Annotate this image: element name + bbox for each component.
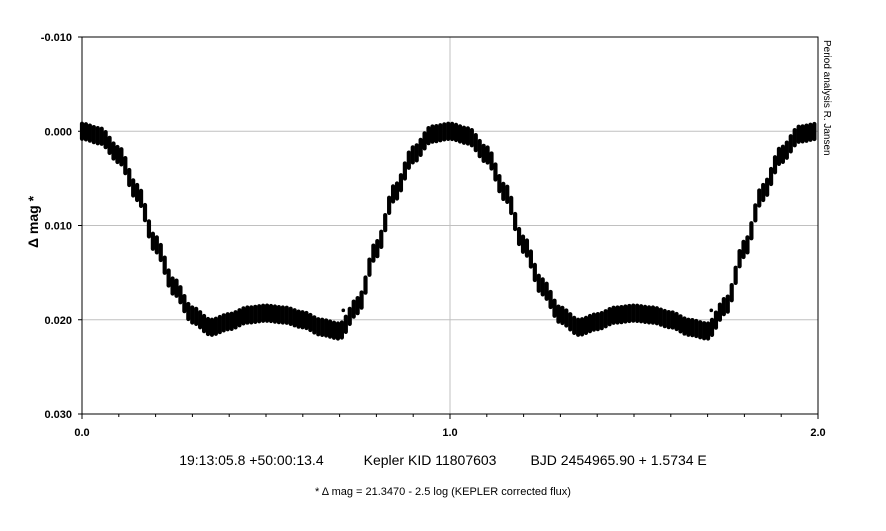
y-tick-label: 0.000: [44, 126, 72, 138]
target-name-label: Kepler KID 11807603: [363, 452, 497, 468]
side-credit-label: Period analysis R. Jansen: [821, 40, 832, 156]
magnitude-footnote: * Δ mag = 21.3470 - 2.5 log (KEPLER corr…: [315, 486, 571, 498]
outlier-point: [341, 308, 346, 313]
x-tick-label: 1.0: [442, 427, 457, 439]
y-tick-label: 0.030: [44, 409, 72, 421]
x-tick-label: 0.0: [74, 427, 89, 439]
ephemeris-label: BJD 2454965.90 + 1.5734 E: [530, 452, 707, 468]
y-tick-label: -0.010: [41, 32, 72, 44]
y-tick-label: 0.020: [44, 315, 72, 327]
coordinates-label: 19:13:05.8 +50:00:13.4: [179, 452, 324, 468]
y-axis-title: Δ mag *: [25, 195, 41, 248]
x-tick-label: 2.0: [810, 427, 825, 439]
chart-caption: 19:13:05.8 +50:00:13.4 Kepler KID 1180760…: [0, 452, 886, 468]
y-tick-label: 0.010: [44, 221, 72, 233]
outlier-point: [709, 308, 714, 313]
